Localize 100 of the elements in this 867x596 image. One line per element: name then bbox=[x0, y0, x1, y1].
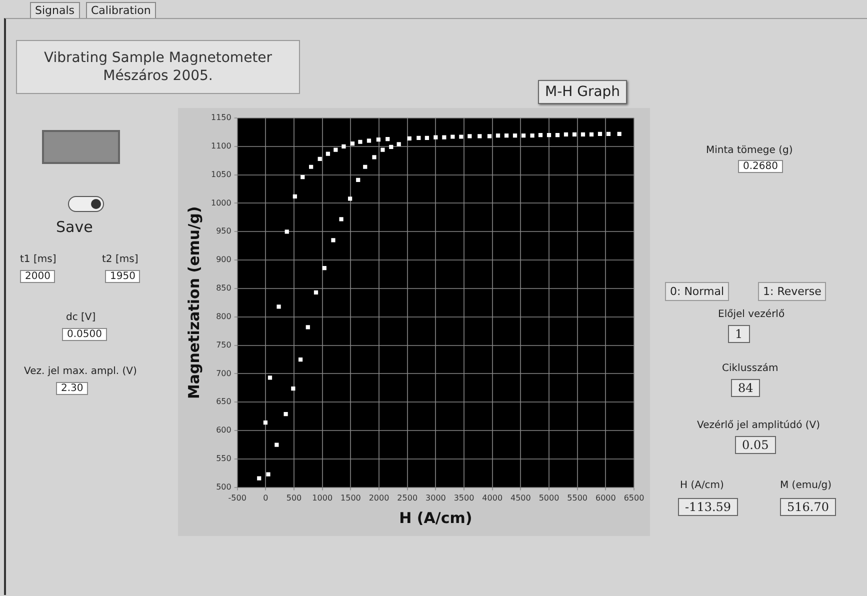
point bbox=[589, 132, 594, 137]
point bbox=[521, 134, 526, 138]
point bbox=[564, 132, 568, 137]
point bbox=[487, 134, 492, 138]
y-tick-label: 1100 bbox=[211, 141, 232, 150]
point bbox=[326, 152, 330, 156]
point bbox=[309, 164, 314, 169]
point bbox=[512, 134, 518, 138]
x-tick-label: 6000 bbox=[595, 493, 616, 502]
point bbox=[459, 134, 464, 139]
point bbox=[504, 134, 509, 138]
text: 84 bbox=[731, 379, 760, 397]
text: Vezérlő jel amplitúdó (V) bbox=[697, 420, 820, 431]
point bbox=[580, 132, 586, 137]
point bbox=[300, 175, 305, 180]
point bbox=[434, 135, 438, 140]
point bbox=[407, 136, 412, 141]
x-tick-label: 3000 bbox=[426, 493, 446, 502]
point bbox=[442, 135, 446, 140]
y-tick-label: 650 bbox=[216, 397, 232, 406]
point bbox=[263, 420, 268, 425]
point bbox=[555, 132, 560, 138]
point bbox=[318, 156, 322, 161]
point bbox=[416, 136, 421, 140]
text: 1950 bbox=[105, 270, 140, 283]
point bbox=[396, 142, 401, 146]
x-tick-label: 4500 bbox=[510, 493, 531, 502]
x-tick-label: 3500 bbox=[454, 493, 474, 502]
text: Save bbox=[56, 218, 93, 236]
point bbox=[298, 357, 303, 362]
point bbox=[363, 164, 368, 169]
y-tick-label: 850 bbox=[216, 284, 232, 293]
point bbox=[350, 142, 355, 146]
x-tick-label: 1000 bbox=[312, 493, 333, 502]
x-tick-label: 4000 bbox=[482, 493, 503, 502]
point bbox=[366, 138, 372, 143]
point bbox=[274, 442, 279, 447]
text: dc [V] bbox=[66, 312, 96, 323]
x-tick-label: 6500 bbox=[624, 493, 644, 502]
text: Ciklusszám bbox=[722, 363, 778, 374]
x-tick-label: 500 bbox=[286, 493, 302, 502]
x-tick-label: -500 bbox=[228, 493, 246, 502]
point bbox=[322, 266, 326, 270]
point bbox=[276, 304, 281, 309]
x-tick-label: 2500 bbox=[397, 493, 418, 502]
text: 0.05 bbox=[735, 436, 776, 454]
point bbox=[478, 134, 482, 138]
point bbox=[424, 136, 430, 140]
text: 0.2680 bbox=[738, 160, 783, 173]
point bbox=[530, 134, 534, 138]
text: Előjel vezérlő bbox=[718, 309, 785, 320]
text: Calibration bbox=[86, 2, 156, 18]
point bbox=[606, 132, 611, 136]
y-tick-label: 950 bbox=[216, 226, 232, 236]
chart-title: Vibrating Sample Magnetometer Mészáros 2005. bbox=[16, 40, 300, 94]
point bbox=[314, 290, 318, 295]
point bbox=[339, 217, 344, 222]
point bbox=[496, 134, 500, 138]
point bbox=[356, 178, 360, 182]
point bbox=[266, 472, 270, 476]
text: 0.0500 bbox=[62, 328, 107, 341]
text: 1: Reverse bbox=[758, 282, 826, 301]
point bbox=[450, 134, 455, 139]
point bbox=[342, 144, 346, 148]
point bbox=[468, 134, 472, 138]
text: 2000 bbox=[20, 270, 56, 283]
y-tick-label: 900 bbox=[216, 255, 232, 264]
point bbox=[348, 196, 352, 201]
point bbox=[546, 132, 552, 138]
text: H (A/cm) bbox=[680, 480, 724, 491]
y-tick-label: 500 bbox=[216, 482, 232, 492]
x-tick-label: 0 bbox=[263, 493, 268, 502]
text: -113.59 bbox=[678, 498, 738, 516]
point bbox=[358, 140, 362, 144]
text: t1 [ms] bbox=[20, 254, 56, 265]
point bbox=[386, 136, 390, 142]
y-tick-label: 1150 bbox=[211, 113, 232, 122]
text: t2 [ms] bbox=[102, 254, 138, 265]
x-tick-label: 5500 bbox=[567, 493, 588, 502]
y-tick-label: 700 bbox=[216, 368, 232, 378]
point bbox=[376, 138, 381, 142]
y-tick-label: 750 bbox=[216, 340, 232, 350]
text: M-H Graph bbox=[538, 80, 628, 104]
x-axis-title: H (A/cm) bbox=[399, 508, 472, 527]
y-axis-title: Magnetization (emu/g) bbox=[184, 206, 203, 400]
point bbox=[617, 132, 622, 136]
point bbox=[331, 238, 336, 242]
point bbox=[598, 132, 602, 136]
text: 0: Normal bbox=[665, 282, 730, 301]
point bbox=[372, 155, 376, 160]
text: Signals bbox=[30, 2, 80, 18]
point bbox=[306, 325, 310, 330]
point bbox=[380, 148, 385, 152]
x-tick-label: 1500 bbox=[340, 493, 361, 502]
point bbox=[538, 132, 543, 138]
point bbox=[572, 132, 577, 137]
point bbox=[291, 386, 296, 391]
text: 1 bbox=[728, 325, 750, 343]
x-tick-label: 5000 bbox=[538, 493, 560, 502]
text: 2.30 bbox=[56, 382, 88, 395]
